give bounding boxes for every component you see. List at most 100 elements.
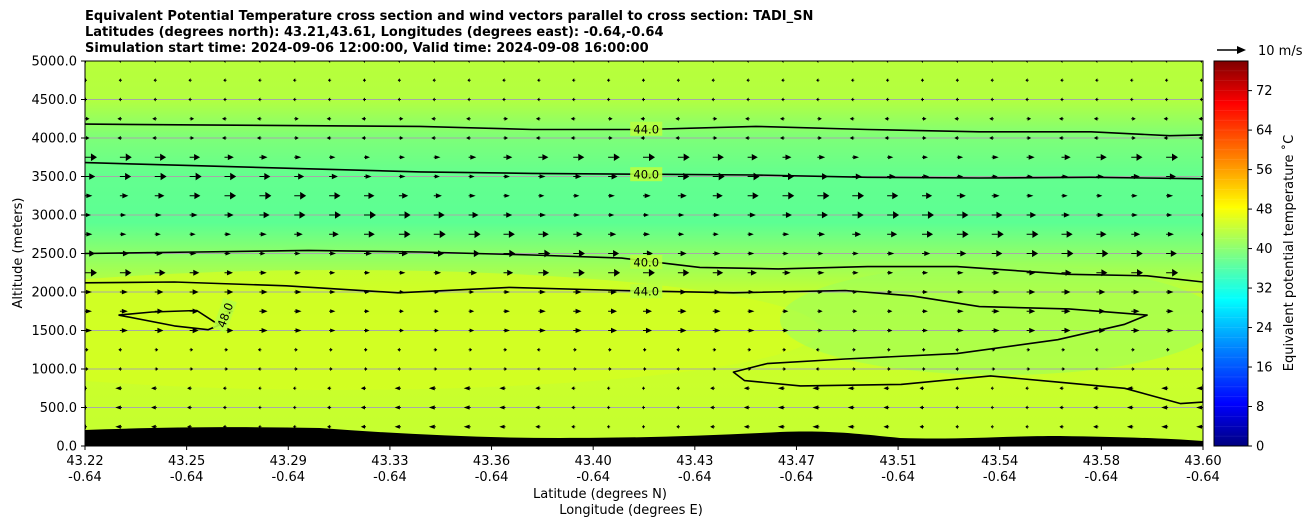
wind-vector: [777, 424, 785, 429]
wind-vector: [189, 172, 202, 181]
wind-vector: [1164, 97, 1169, 102]
contour-label: 40.0: [630, 167, 663, 182]
wind-vector: [468, 309, 475, 314]
wind-vector: [712, 192, 723, 199]
wind-vector: [394, 424, 401, 429]
wind-vector: [538, 269, 550, 277]
wind-vector: [119, 269, 132, 277]
wind-vector: [394, 405, 401, 410]
x-tick-label-lon: -0.64: [678, 470, 712, 485]
wind-vector: [852, 328, 858, 333]
wind-vector: [538, 308, 546, 314]
wind-vector: [1131, 249, 1143, 258]
wind-vector: [398, 155, 406, 160]
wind-vector: [608, 367, 612, 371]
wind-vector: [781, 78, 785, 83]
wind-vector: [118, 347, 122, 352]
wind-vector: [259, 232, 267, 237]
wind-vector: [1060, 97, 1064, 102]
colorbar-tick-label: 8: [1256, 400, 1264, 415]
wind-vector: [537, 78, 541, 83]
wind-vector: [538, 230, 549, 238]
wind-vector: [815, 367, 820, 371]
colorbar-tick-label: 48: [1256, 203, 1273, 218]
colorbar-tick-label: 72: [1256, 84, 1273, 99]
wind-vector: [571, 405, 576, 410]
axes: 0.0 500.0 1000.0 1500.0 2000.0 2500.0 3000.0 35…: [32, 55, 1222, 486]
wind-vector: [922, 290, 928, 294]
wind-vector: [817, 211, 828, 219]
wind-vector: [922, 367, 926, 371]
wind-vector: [922, 309, 928, 314]
wind-vector: [224, 232, 232, 237]
wind-vector: [989, 116, 994, 121]
wind-vector: [1131, 289, 1140, 295]
wind-vector: [991, 155, 999, 160]
wind-vector: [991, 308, 1000, 314]
wind-vector: [573, 213, 580, 217]
wind-vector: [259, 308, 268, 314]
wind-vector: [361, 116, 366, 121]
wind-vector: [640, 136, 645, 140]
wind-vector: [780, 116, 785, 121]
wind-vector: [293, 97, 297, 102]
wind-vector: [712, 232, 719, 237]
x-axis-label-lon: Longitude (degrees E): [559, 503, 703, 518]
wind-vector: [1126, 405, 1134, 410]
wind-vector: [885, 97, 890, 102]
wind-vector: [1166, 153, 1178, 162]
wind-vector: [887, 251, 895, 256]
wind-vector: [919, 405, 924, 410]
colorbar-tick-label: 40: [1256, 242, 1273, 257]
wind-vector: [1061, 347, 1065, 352]
wind-vector: [956, 230, 969, 239]
wind-vector: [641, 97, 645, 102]
wind-vector: [780, 136, 785, 140]
wind-vector: [1131, 193, 1138, 198]
wind-vector: [259, 327, 268, 334]
wind-vector: [119, 328, 128, 333]
wind-vector: [745, 136, 750, 140]
wind-vector: [154, 212, 162, 218]
wind-vector: [571, 424, 576, 429]
wind-vector: [991, 211, 1003, 219]
wind-vector: [573, 367, 577, 371]
wind-vector: [847, 386, 855, 391]
wind-vector: [85, 153, 97, 162]
wind-vector: [743, 405, 750, 410]
wind-vector: [990, 424, 994, 429]
wind-vector: [851, 78, 855, 83]
wind-vector: [224, 172, 237, 181]
wind-vector: [468, 193, 476, 198]
wind-vector: [676, 97, 680, 102]
colorbar-label: Equivalent potential temperature ˚C: [1281, 135, 1297, 371]
wind-vector: [1166, 347, 1170, 352]
wind-vector: [433, 328, 439, 333]
wind-vector: [154, 232, 161, 237]
wind-vector: [1025, 97, 1029, 102]
wind-vector: [398, 270, 406, 275]
wind-vector: [643, 308, 652, 315]
wind-vector: [224, 367, 228, 371]
wind-vector: [294, 251, 301, 256]
wind-vector: [1093, 405, 1099, 410]
wind-vector: [1026, 308, 1036, 314]
wind-vector: [817, 328, 823, 333]
wind-vector: [224, 270, 233, 276]
wind-vector: [538, 328, 546, 333]
wind-vector: [782, 232, 790, 237]
wind-vector: [812, 424, 820, 429]
wind-vector: [433, 270, 442, 275]
wind-vector: [606, 424, 611, 429]
colorbar-gradient: [1214, 61, 1248, 446]
wind-vector: [641, 424, 645, 429]
wind-vector: [397, 97, 401, 102]
wind-vector: [1096, 231, 1107, 238]
wind-vector: [712, 367, 717, 371]
wind-vector: [606, 386, 611, 391]
wind-vector: [398, 136, 404, 140]
wind-vector: [643, 268, 655, 277]
wind-vector: [852, 231, 862, 237]
wind-vector: [782, 328, 789, 333]
x-tick-label-lat: 43.60: [1184, 454, 1221, 469]
